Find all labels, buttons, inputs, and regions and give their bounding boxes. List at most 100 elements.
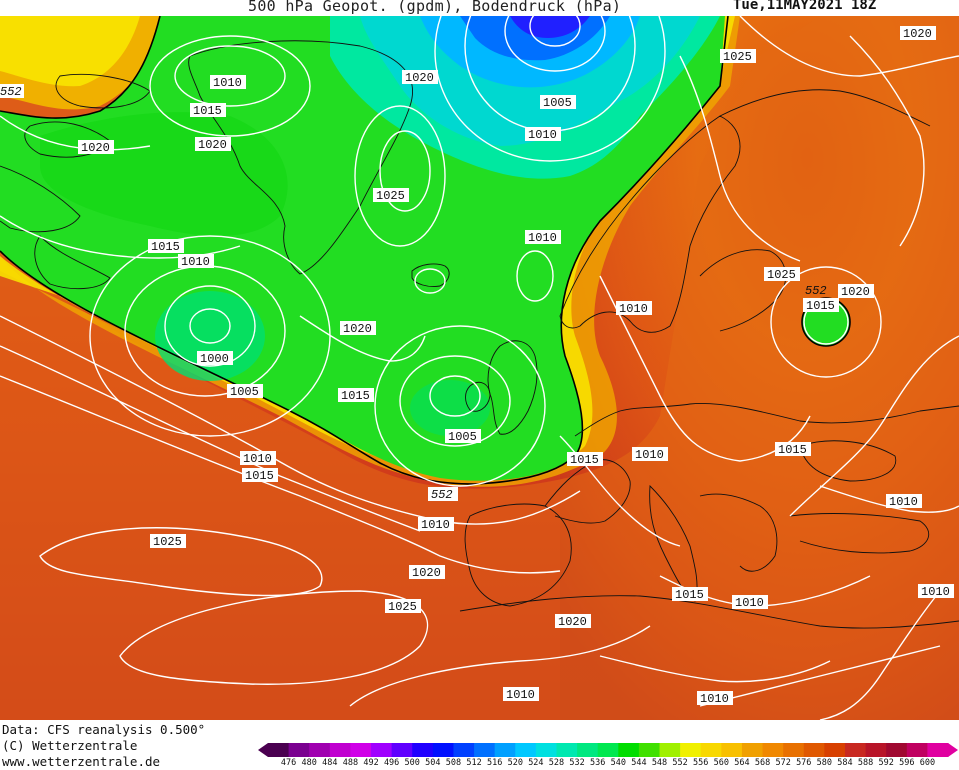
colorbar-swatch bbox=[329, 743, 351, 757]
colorbar-swatch bbox=[721, 743, 743, 757]
isobar-label-15: 1000 bbox=[197, 351, 233, 366]
map-label-39: 1010 bbox=[700, 692, 729, 706]
colorbar-tick-label: 488 bbox=[342, 758, 359, 768]
map-label-7: 1020 bbox=[405, 71, 434, 85]
colorbar-swatch bbox=[432, 743, 454, 757]
colorbar-tick-label: 508 bbox=[445, 758, 462, 768]
chart-header: 500 hPa Geopot. (gpdm), Bodendruck (hPa)… bbox=[0, 0, 959, 20]
colorbar-swatch bbox=[453, 743, 475, 757]
isobar-label-5: 1020 bbox=[195, 137, 231, 152]
isobar-label-1: 552 bbox=[0, 84, 24, 99]
isobar-label-31: 1015 bbox=[775, 442, 811, 457]
colorbar-swatch bbox=[803, 743, 825, 757]
colorbar-swatch bbox=[412, 743, 434, 757]
colorbar-swatch bbox=[391, 743, 413, 757]
isoheight-552-line-nw bbox=[0, 16, 161, 119]
map-label-15: 1000 bbox=[200, 352, 229, 366]
colorbar-tick-label: 564 bbox=[734, 758, 750, 768]
colorbar-swatch bbox=[680, 743, 702, 757]
isobar-label-37: 1025 bbox=[385, 599, 421, 614]
map-label-33: 1015 bbox=[675, 588, 704, 602]
data-source: Data: CFS reanalysis 0.500° bbox=[2, 722, 206, 737]
colorbar-swatch bbox=[494, 743, 516, 757]
map-label-18: 1015 bbox=[341, 389, 370, 403]
colorbar-swatch bbox=[741, 743, 764, 757]
colorbar-swatch bbox=[618, 743, 640, 757]
colorbar-tick-label: 512 bbox=[466, 758, 482, 768]
colorbar-tick-label: 588 bbox=[857, 758, 874, 768]
map-label-35: 1010 bbox=[921, 585, 950, 599]
colorbar-swatches bbox=[258, 743, 958, 757]
map-label-22: 1005 bbox=[448, 430, 477, 444]
colorbar-swatch bbox=[906, 743, 928, 757]
colorbar-swatch bbox=[824, 743, 846, 757]
colorbar-tick-label: 492 bbox=[363, 758, 379, 768]
isobar-label-33: 1015 bbox=[672, 587, 708, 602]
colorbar-tick-label: 572 bbox=[775, 758, 791, 768]
isobars bbox=[0, 16, 959, 720]
colorbar-tick-label: 552 bbox=[672, 758, 688, 768]
isobar-label-42: 1015 bbox=[803, 298, 839, 313]
map-label-6: 1010 bbox=[528, 128, 557, 142]
isobar-label-35: 1010 bbox=[918, 584, 954, 599]
map-label-34: 1010 bbox=[735, 596, 764, 610]
map-label-37: 1025 bbox=[388, 600, 417, 614]
isobar-label-17: 1020 bbox=[340, 321, 376, 336]
colorbar-swatch bbox=[927, 743, 949, 757]
map-label-36: 1020 bbox=[558, 615, 587, 629]
colorbar-swatch bbox=[371, 743, 393, 757]
colorbar-tick-label: 600 bbox=[919, 758, 936, 768]
map-label-1: 552 bbox=[0, 85, 22, 99]
colorbar-arrow-low bbox=[258, 743, 268, 757]
isobar-label-13: 1015 bbox=[148, 239, 184, 254]
colorbar-swatch bbox=[844, 743, 867, 757]
isobar-label-27: 1025 bbox=[764, 267, 800, 282]
colorbar-swatch bbox=[515, 743, 537, 757]
map-label-31: 1015 bbox=[778, 443, 807, 457]
isobar-label-39: 1010 bbox=[697, 691, 733, 706]
colorbar-swatch bbox=[762, 743, 784, 757]
isobar-label-24: 1015 bbox=[567, 452, 603, 467]
colorbar-swatch bbox=[577, 743, 599, 757]
isobar-label-9: 1010 bbox=[525, 230, 561, 245]
map-label-10: 1025 bbox=[376, 189, 405, 203]
colorbar-swatch bbox=[288, 743, 310, 757]
map-label-17: 1020 bbox=[343, 322, 372, 336]
map-label-11: 1025 bbox=[723, 50, 752, 64]
isobar-label-2: 1010 bbox=[210, 75, 246, 90]
copyright: (C) Wetterzentrale bbox=[2, 738, 138, 753]
colorbar: 476 480 484 488 492 496 500 504 508 512 516 520 524 5… bbox=[258, 742, 958, 770]
isobar-label-10: 1025 bbox=[373, 188, 409, 203]
colorbar-tick-label: 556 bbox=[693, 758, 709, 768]
colorbar-tick-label: 504 bbox=[425, 758, 441, 768]
colorbar-swatch bbox=[309, 743, 331, 757]
colorbar-tick-label: 516 bbox=[486, 758, 503, 768]
isobar-label-23: 1010 bbox=[632, 447, 668, 462]
map-label-42: 1015 bbox=[806, 299, 835, 313]
isobar-label-30: 1020 bbox=[409, 565, 445, 580]
band-572 bbox=[0, 16, 959, 720]
isobar-label-16: 1005 bbox=[227, 384, 263, 399]
colorbar-tick-label: 592 bbox=[878, 758, 894, 768]
colorbar-tick-label: 584 bbox=[837, 758, 853, 768]
map-label-24: 1015 bbox=[570, 453, 599, 467]
colorbar-tick-label: 540 bbox=[610, 758, 626, 768]
colorbar-swatch bbox=[700, 743, 722, 757]
isobar-label-26: 1020 bbox=[838, 284, 874, 299]
isobar-label-12: 1020 bbox=[900, 26, 936, 41]
colorbar-swatch bbox=[556, 743, 578, 757]
isobar-label-11: 1025 bbox=[720, 49, 756, 64]
colorbar-tick-label: 532 bbox=[569, 758, 585, 768]
colorbar-tick-label: 560 bbox=[713, 758, 729, 768]
colorbar-arrow-high bbox=[948, 743, 958, 757]
colorbar-tick-label: 544 bbox=[631, 758, 647, 768]
map-label-4: 1020 bbox=[81, 141, 110, 155]
colorbar-swatch bbox=[659, 743, 681, 757]
map-label-5: 1020 bbox=[198, 138, 227, 152]
isobar-labels: 552 1010 1015 1020 1020 1010 1020 1005 1… bbox=[0, 26, 954, 706]
colorbar-tick-label: 484 bbox=[322, 758, 338, 768]
map-label-41: 552 bbox=[805, 284, 827, 298]
map-label-28: 1025 bbox=[153, 535, 182, 549]
colorbar-tick-label: 476 bbox=[280, 758, 297, 768]
map-label-38: 1010 bbox=[506, 688, 535, 702]
